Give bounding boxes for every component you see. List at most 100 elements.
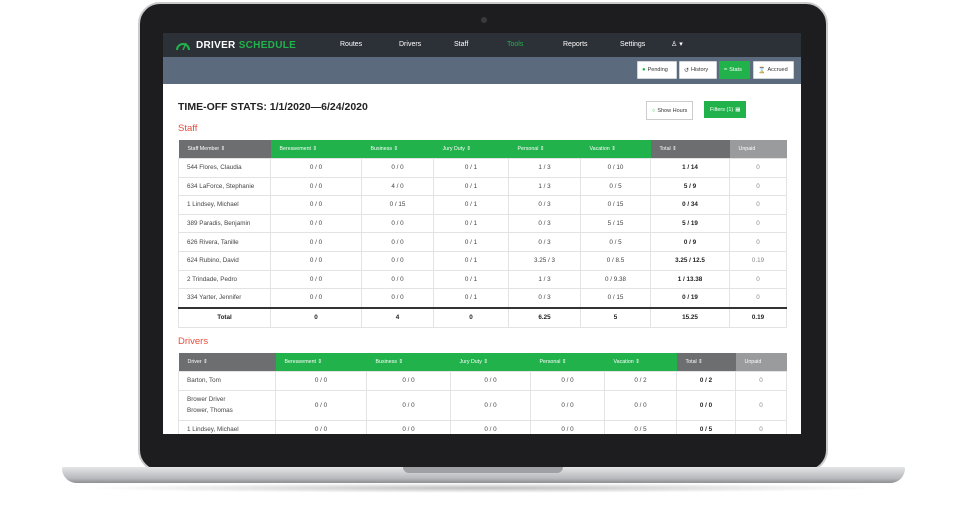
- show-hours-button[interactable]: ○ Show Hours: [646, 101, 694, 120]
- table-cell: 0 / 0: [366, 389, 451, 421]
- brand-name: DRIVER SCHEDULE: [196, 39, 297, 51]
- table-cell: 0 / 0: [530, 389, 605, 421]
- table-cell: 3.25 / 3: [508, 250, 581, 271]
- col-personal[interactable]: Personal ⇕: [508, 140, 581, 159]
- nav-staff[interactable]: Staff: [454, 41, 469, 48]
- table-cell: 0 / 0: [366, 419, 451, 434]
- filters-button[interactable]: Filters (1) ▦: [704, 101, 747, 118]
- col-jury-duty[interactable]: Jury Duty ⇕: [433, 140, 509, 159]
- table-cell: 0 / 1: [433, 176, 509, 197]
- table-cell: 0 / 0: [450, 389, 531, 421]
- col-vacation[interactable]: Vacation ⇕: [580, 140, 651, 159]
- table-cell: 0 / 0: [361, 250, 434, 271]
- table-cell: 0 / 1: [433, 232, 509, 252]
- table-cell: 3.25 / 12.5: [650, 250, 730, 271]
- history-icon: ↺: [684, 67, 690, 74]
- table-cell: 0 / 0: [361, 269, 434, 290]
- row-name-cell[interactable]: 634 LaForce, Stephanie: [178, 176, 271, 197]
- table-cell: 0 / 0: [270, 213, 362, 234]
- col-bereavement[interactable]: Bereavement ⇕: [270, 140, 362, 159]
- row-name-cell[interactable]: 626 Rivera, Tanille: [178, 232, 271, 252]
- total-cell: 0: [433, 306, 509, 328]
- table-cell: 0 / 3: [508, 288, 581, 309]
- camera: [481, 17, 487, 23]
- table-cell: 0 / 5: [580, 232, 651, 252]
- table-cell: 0 / 0: [450, 371, 531, 391]
- row-name-cell[interactable]: 389 Paradis, Benjamin: [178, 213, 271, 234]
- table-cell: 0 / 0: [366, 371, 451, 391]
- table-cell: 0 / 0: [270, 232, 362, 252]
- nav-settings[interactable]: Settings: [620, 41, 646, 48]
- table-cell: 5 / 19: [650, 213, 730, 234]
- col-personal[interactable]: Personal ⇕: [530, 353, 605, 372]
- nav-tools[interactable]: Tools: [507, 41, 524, 48]
- stats-button[interactable]: ≈ Stats: [719, 61, 750, 79]
- col-staff-member[interactable]: Staff Member ⇕: [178, 140, 271, 159]
- table-cell: 0 / 1: [433, 213, 509, 234]
- user-menu[interactable]: ♙ ▾: [671, 40, 683, 48]
- table-cell: 0 / 3: [508, 195, 581, 215]
- table-cell: 0 / 19: [650, 288, 730, 309]
- nav-routes[interactable]: Routes: [340, 41, 363, 48]
- table-cell: 0: [729, 176, 787, 197]
- history-label: History: [691, 67, 709, 73]
- staff-header-row: Staff Member ⇕ Bereavement ⇕ Business ⇕ …: [178, 140, 787, 159]
- col-bereavement[interactable]: Bereavement ⇕: [275, 353, 367, 372]
- table-cell: 0 / 0: [275, 389, 367, 421]
- table-cell: 0 / 1: [433, 158, 509, 178]
- table-cell: 4 / 0: [361, 176, 434, 197]
- table-cell: 0 / 0: [530, 419, 605, 434]
- table-cell: 0 / 0: [275, 419, 367, 434]
- row-name-cell[interactable]: 2 Trindade, Pedro: [178, 269, 271, 290]
- table-cell: 1 / 3: [508, 269, 581, 290]
- col-vacation[interactable]: Vacation ⇕: [604, 353, 677, 372]
- pending-button[interactable]: ● Pending: [637, 61, 677, 79]
- row-name-cell[interactable]: 334 Yarter, Jennifer: [178, 288, 271, 309]
- staff-stats-table: Staff Member ⇕ Bereavement ⇕ Business ⇕ …: [178, 140, 787, 328]
- table-cell: 1 / 14: [650, 158, 730, 178]
- row-name-cell[interactable]: 624 Rubino, David: [178, 250, 271, 271]
- table-cell: 0 / 0: [361, 232, 434, 252]
- main-content: TIME-OFF STATS: 1/1/2020—6/24/2020 ○ Show…: [163, 84, 801, 434]
- col-business[interactable]: Business ⇕: [366, 353, 451, 372]
- row-name-cell[interactable]: 1 Lindsey, Michael: [178, 419, 276, 434]
- table-cell: 0 / 15: [580, 195, 651, 215]
- filters-label: Filters (1): [710, 106, 734, 113]
- col-driver[interactable]: Driver ⇕: [178, 353, 276, 372]
- nav-reports[interactable]: Reports: [563, 41, 588, 48]
- table-cell: 0: [729, 195, 787, 215]
- staff-section-title: Staff: [178, 123, 198, 134]
- table-cell: 0 / 3: [508, 213, 581, 234]
- row-name-cell[interactable]: 1 Lindsey, Michael: [178, 195, 271, 215]
- col-business[interactable]: Business ⇕: [361, 140, 434, 159]
- accrued-button[interactable]: ⌛ Accrued: [753, 61, 794, 79]
- table-cell: 0 / 0: [604, 389, 677, 421]
- col-total[interactable]: Total ⇕: [676, 353, 736, 372]
- table-cell: 0 / 15: [580, 288, 651, 309]
- table-cell: 0 / 0: [270, 195, 362, 215]
- table-cell: 0: [735, 389, 787, 421]
- col-unpaid: Unpaid: [735, 353, 787, 372]
- clock-icon: ●: [642, 67, 646, 73]
- table-cell: 0 / 5: [676, 419, 736, 434]
- row-name-cell[interactable]: Brower Driver Brower, Thomas: [178, 389, 276, 421]
- nav-drivers[interactable]: Drivers: [399, 41, 422, 48]
- total-cell: 15.25: [650, 306, 730, 328]
- speedometer-logo-icon: [176, 42, 190, 51]
- table-cell: 0 / 1: [433, 195, 509, 215]
- history-button[interactable]: ↺ History: [679, 61, 717, 79]
- pending-label: Pending: [647, 67, 668, 73]
- row-name-cell[interactable]: 544 Flores, Claudia: [178, 158, 271, 178]
- col-jury-duty[interactable]: Jury Duty ⇕: [450, 353, 531, 372]
- table-cell: 0: [735, 419, 787, 434]
- table-cell: 0 / 0: [270, 250, 362, 271]
- row-name-cell[interactable]: Barton, Tom: [178, 371, 276, 391]
- top-nav: DRIVER SCHEDULE Routes Drivers Staff Too…: [163, 33, 801, 57]
- table-cell: 0 / 1: [433, 250, 509, 271]
- col-total[interactable]: Total ⇕: [650, 140, 730, 159]
- brand[interactable]: DRIVER SCHEDULE: [175, 39, 296, 51]
